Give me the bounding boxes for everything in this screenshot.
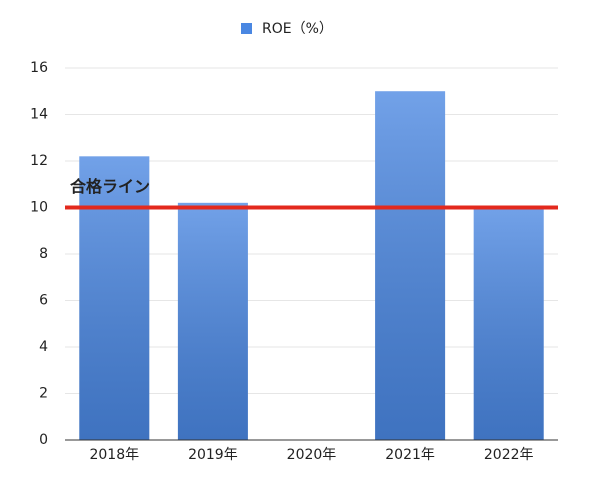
y-tick-label: 12: [30, 153, 48, 169]
x-tick-label: 2020年: [287, 447, 337, 463]
x-tick-label: 2018年: [89, 447, 139, 463]
bar-shade: [473, 207, 544, 440]
x-tick-label: 2019年: [188, 447, 238, 463]
y-tick-label: 6: [39, 293, 48, 309]
y-tick-label: 0: [39, 432, 48, 448]
x-tick-label: 2022年: [484, 447, 534, 463]
y-tick-label: 8: [39, 246, 48, 262]
bar-shade: [79, 156, 150, 440]
bar-shade: [375, 91, 446, 440]
legend-swatch: [241, 23, 252, 34]
y-tick-label: 16: [30, 60, 48, 76]
y-tick-label: 10: [30, 200, 48, 216]
x-tick-label: 2021年: [385, 447, 435, 463]
bar-shade: [177, 202, 248, 440]
y-tick-label: 14: [30, 107, 48, 123]
reference-label: 合格ライン: [70, 177, 150, 196]
y-tick-label: 2: [39, 386, 48, 402]
y-tick-label: 4: [39, 339, 48, 355]
legend-label: ROE（%）: [262, 21, 333, 37]
